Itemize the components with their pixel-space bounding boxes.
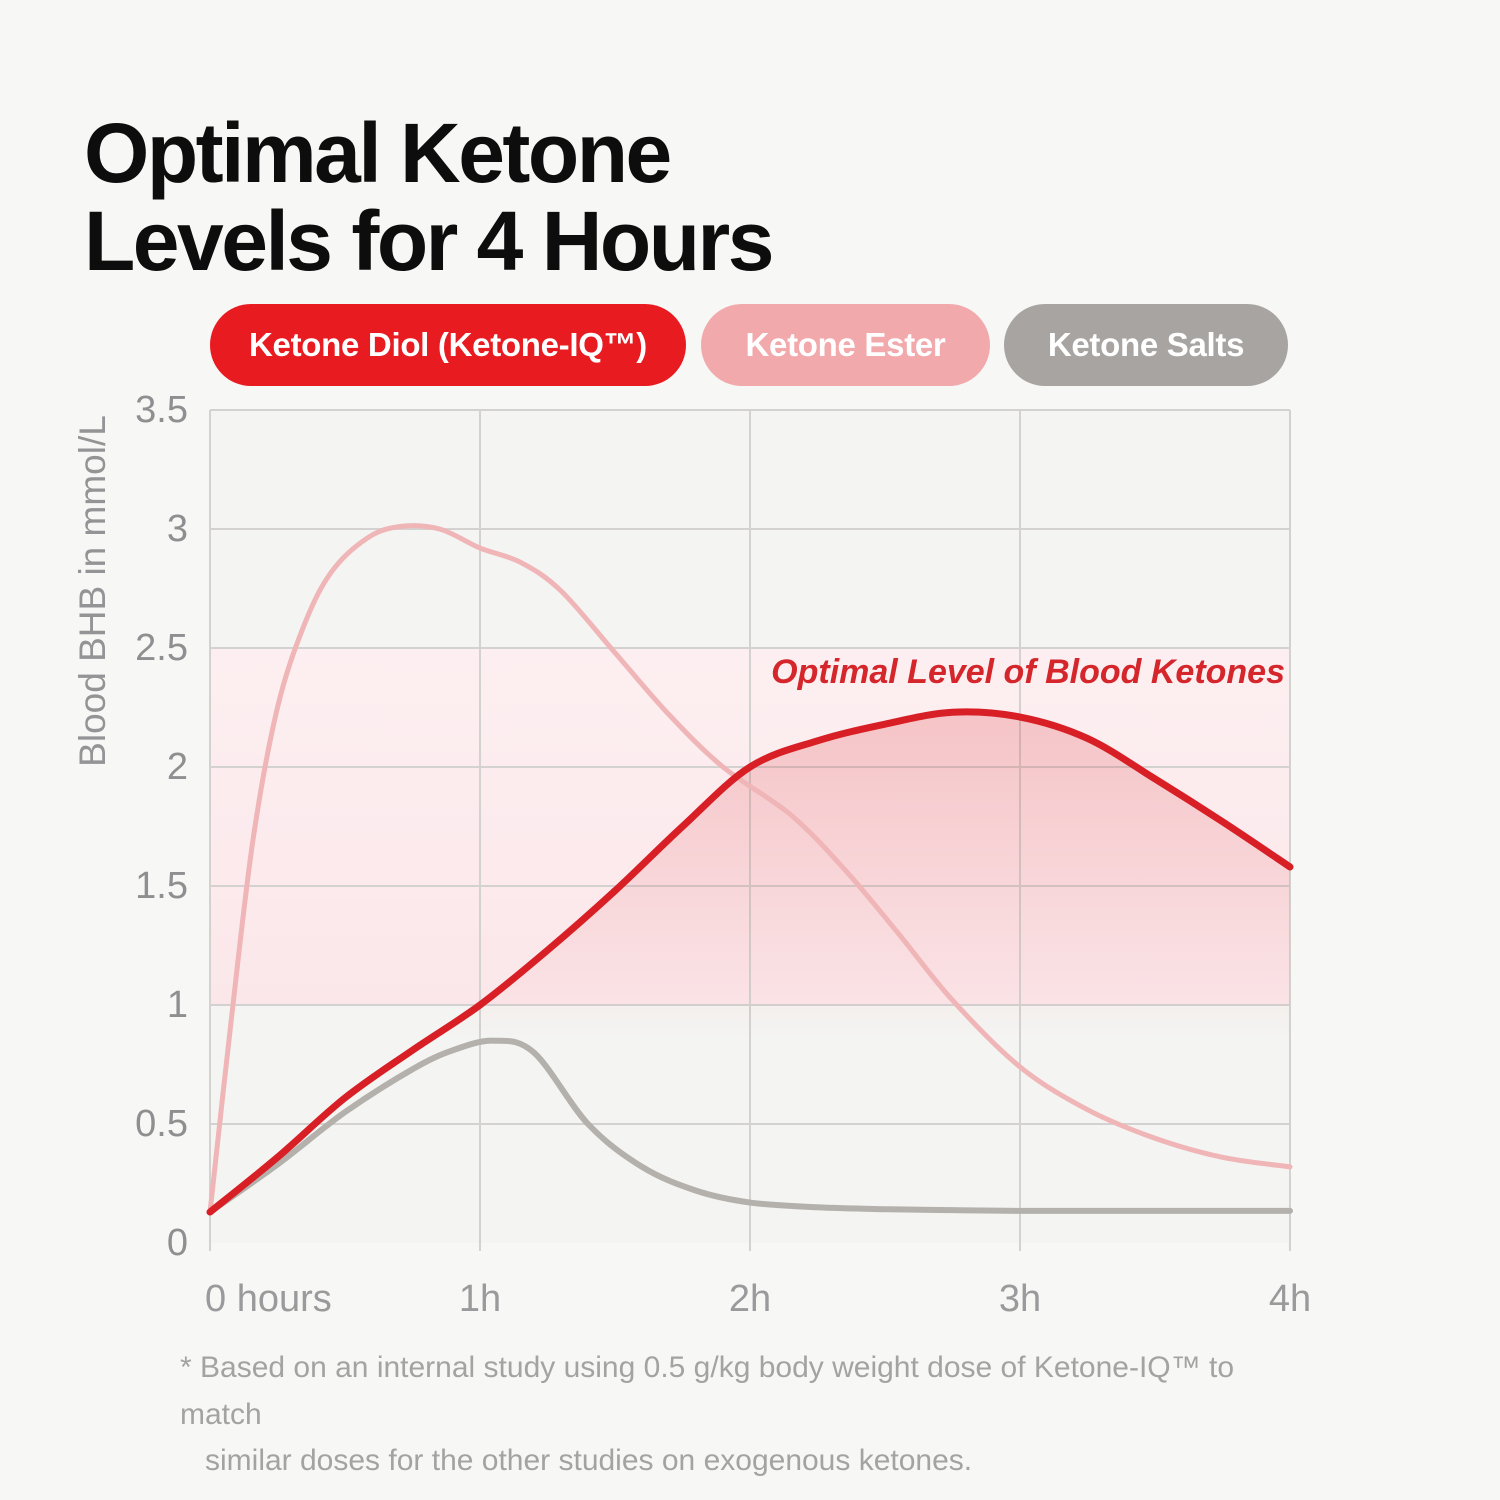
y-tick-label: 2	[166, 746, 188, 788]
y-tick-label: 3	[166, 508, 188, 550]
series-area-ketone-diol-ketone-iq	[210, 711, 1290, 1243]
x-tick-label: 4h	[1268, 1278, 1312, 1320]
legend-pill-ketone-diol-label: Ketone Diol (Ketone-IQ™)	[249, 326, 647, 363]
footnote-line2: similar doses for the other studies on e…	[205, 1444, 973, 1477]
legend-pill-ketone-salts-label: Ketone Salts	[1047, 326, 1245, 363]
x-tick-label: 0 hours	[205, 1278, 332, 1320]
page-title-line2: Levels for 4 Hours	[84, 193, 774, 288]
optimal-zone-label: Optimal Level of Blood Ketones	[771, 653, 1285, 691]
series-line-ketone-ester	[207, 523, 1293, 1215]
y-tick-label: 1.5	[135, 865, 188, 907]
legend-pill-ketone-ester[interactable]: Ketone Ester	[701, 304, 990, 386]
page-title: Optimal Ketone Levels for 4 Hours	[84, 106, 774, 288]
x-tick-label: 2h	[728, 1278, 772, 1320]
legend-pill-ketone-salts[interactable]: Ketone Salts	[1004, 304, 1288, 386]
y-tick-label: 2.5	[135, 627, 188, 669]
footnote: * Based on an internal study using 0.5 g…	[180, 1345, 1320, 1485]
page-title-line1: Optimal Ketone	[84, 106, 672, 201]
x-tick-label: 3h	[998, 1278, 1042, 1320]
x-tick-label: 1h	[458, 1278, 502, 1320]
y-tick-label: 1	[166, 984, 188, 1026]
y-tick-label: 3.5	[135, 389, 188, 431]
legend-pill-ketone-diol[interactable]: Ketone Diol (Ketone-IQ™)	[210, 304, 686, 386]
y-tick-label: 0.5	[135, 1103, 188, 1145]
footnote-line1: * Based on an internal study using 0.5 g…	[180, 1351, 1234, 1431]
legend-pill-ketone-ester-label: Ketone Ester	[745, 326, 946, 363]
y-axis-title: Blood BHB in mmol/L	[72, 415, 113, 767]
y-tick-label: 0	[166, 1222, 188, 1264]
series-line-ketone-salts	[207, 1037, 1293, 1216]
series-line-ketone-diol-ketone-iq	[206, 708, 1294, 1216]
